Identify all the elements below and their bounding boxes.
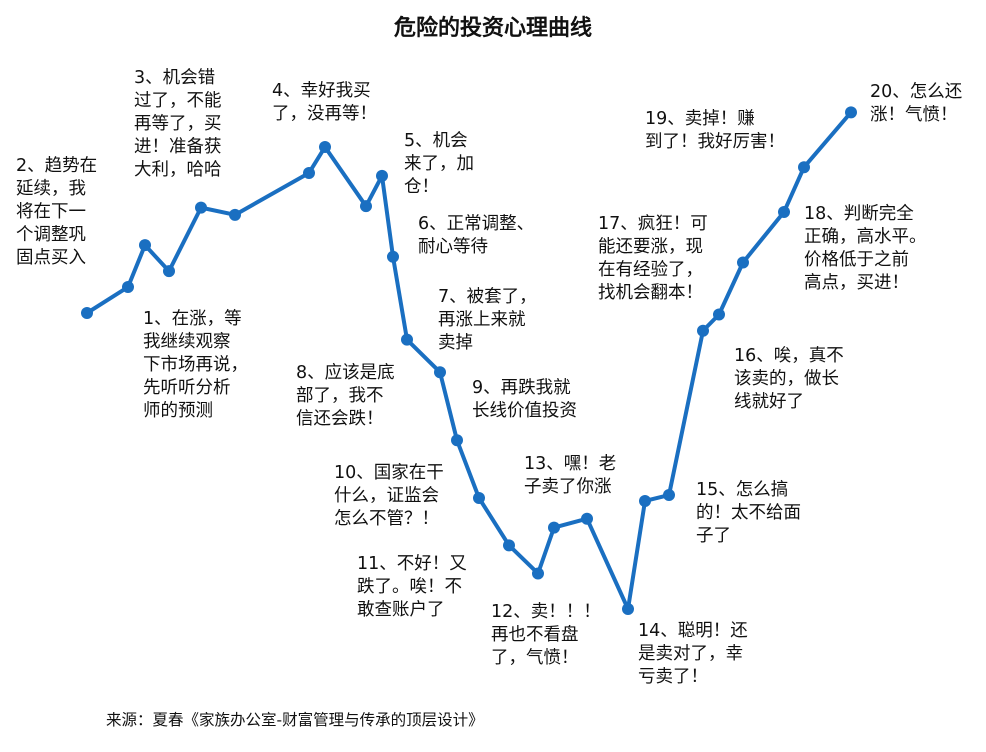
annotation-4: 4、幸好我买 了，没再等！ <box>272 81 377 124</box>
data-point-25 <box>737 256 749 269</box>
data-point-10 <box>376 169 388 182</box>
annotation-14: 14、聪明！还 是卖对了，幸 亏卖了！ <box>638 621 748 687</box>
annotation-10: 10、国家在干 什么，证监会 怎么不管？！ <box>334 463 444 529</box>
data-point-12 <box>401 333 413 346</box>
chart-title: 危险的投资心理曲线 <box>393 16 592 41</box>
data-point-28 <box>845 106 857 119</box>
series-points <box>81 106 857 615</box>
data-point-20 <box>622 603 634 615</box>
data-point-19 <box>581 512 593 525</box>
data-point-4 <box>163 265 175 278</box>
source-note: 来源：夏春《家族办公室-财富管理与传承的顶层设计》 <box>106 711 484 729</box>
data-point-8 <box>319 141 331 153</box>
annotation-1: 1、在涨，等 我继续观察 下市场再说， 先听听分析 师的预测 <box>143 309 248 421</box>
data-point-5 <box>195 201 207 214</box>
data-point-3 <box>139 239 151 252</box>
annotation-8: 8、应该是底 部了，我不 信还会跌！ <box>296 363 395 429</box>
annotation-7: 7、被套了， 再涨上来就 卖掉 <box>438 287 537 353</box>
data-point-22 <box>663 489 675 502</box>
data-point-2 <box>122 281 134 294</box>
data-point-21 <box>639 494 651 507</box>
data-point-15 <box>473 492 485 504</box>
series-line <box>85 111 853 611</box>
data-point-18 <box>548 521 560 534</box>
data-point-14 <box>451 434 463 447</box>
data-point-17 <box>532 567 544 580</box>
annotation-2: 2、趋势在 延续，我 将在下一 个调整巩 固点买入 <box>16 156 98 268</box>
data-point-13 <box>434 366 446 379</box>
data-point-7 <box>303 166 315 179</box>
data-point-23 <box>697 324 709 337</box>
data-point-9 <box>360 200 372 213</box>
annotation-13: 13、嘿！老 子卖了你涨 <box>524 454 617 497</box>
annotation-17: 17、疯狂！可 能还要涨，现 在有经验了， 找机会翻本！ <box>598 214 708 303</box>
annotation-15: 15、怎么搞 的！太不给面 子了 <box>696 480 801 546</box>
annotation-9: 9、再跌我就 长线价值投资 <box>472 378 577 421</box>
annotation-20: 20、怎么还 涨！气愤！ <box>870 82 963 125</box>
data-point-1 <box>81 307 93 319</box>
data-point-27 <box>798 161 810 174</box>
annotation-12: 12、卖！！！ 再也不看盘 了，气愤！ <box>491 602 601 668</box>
data-point-6 <box>229 208 241 221</box>
annotation-19: 19、卖掉！赚 到了！我好厉害！ <box>645 109 785 152</box>
data-point-11 <box>387 250 399 263</box>
annotation-3: 3、机会错 过了，不能 再等了，买 进！准备获 大利，哈哈 <box>134 68 222 180</box>
data-point-24 <box>713 308 725 321</box>
annotation-16: 16、唉，真不 该卖的，做长 线就好了 <box>734 346 844 412</box>
annotation-11: 11、不好！又 跌了。唉！不 敢查账户了 <box>357 554 467 620</box>
data-point-26 <box>778 205 790 218</box>
annotation-6: 6、正常调整、 耐心等待 <box>418 214 535 257</box>
annotation-5: 5、机会 来了，加 仓！ <box>404 131 474 197</box>
annotation-18: 18、判断完全 正确，高水平。 价格低于之前 高点，买进！ <box>804 204 927 293</box>
data-point-16 <box>503 539 515 552</box>
